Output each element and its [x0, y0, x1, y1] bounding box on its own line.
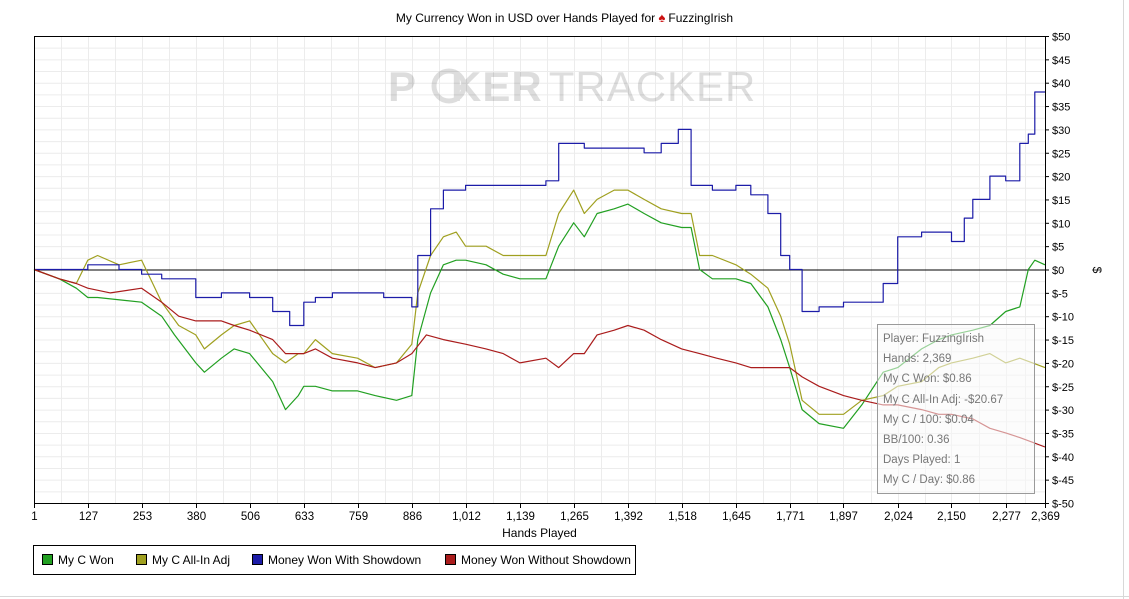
legend-item-my-c-won[interactable]: My C Won — [42, 553, 114, 567]
legend-swatch — [136, 554, 147, 565]
x-tick-label: 506 — [241, 511, 260, 523]
y-tick-label: $0 — [1052, 265, 1064, 277]
window-bottom-border — [0, 596, 1129, 597]
x-tick-label: 127 — [79, 511, 98, 523]
chart-title: My Currency Won in USD over Hands Played… — [0, 10, 1129, 25]
y-tick-label: $-45 — [1052, 475, 1074, 487]
window-right-border — [1123, 0, 1124, 599]
y-tick-label: $10 — [1052, 218, 1070, 230]
x-tick-label: 1,771 — [776, 511, 805, 523]
y-tick-label: $25 — [1052, 148, 1070, 160]
watermark-tracker: TRACKER — [549, 63, 757, 110]
y-tick-label: $50 — [1052, 32, 1070, 44]
tooltip-player: Player: FuzzingIrish — [883, 333, 984, 345]
y-tick-label: $-30 — [1052, 405, 1074, 417]
watermark-chip — [431, 68, 467, 104]
x-tick-label: 1,645 — [722, 511, 751, 523]
x-tick-label: 1,392 — [614, 511, 643, 523]
x-tick-label: 2,277 — [992, 511, 1021, 523]
y-tick-label: $30 — [1052, 125, 1070, 137]
x-tick-label: 633 — [295, 511, 314, 523]
y-tick-label: $5 — [1052, 242, 1064, 254]
tooltip-per-100: My C / 100: $0.04 — [883, 413, 974, 426]
chart-title-text: My Currency Won in USD over Hands Played… — [395, 11, 656, 25]
legend-label: My C All-In Adj — [152, 553, 231, 567]
tooltip-hands: Hands: 2,369 — [883, 353, 952, 366]
y-tick-label: $-35 — [1052, 428, 1074, 440]
watermark-ker: KER — [451, 63, 543, 110]
x-tick-label: 886 — [403, 511, 422, 523]
x-tick-label: 1,139 — [506, 511, 535, 523]
y-tick-label: $20 — [1052, 172, 1070, 184]
y-tick-label: $-5 — [1052, 288, 1068, 300]
x-tick-label: 1,897 — [829, 511, 858, 523]
y-axis-ticks: $50 $45 $40 $35 $30 $25 $20 $15 $10 $5 $0 $-5 $-10 $-… — [1045, 32, 1104, 511]
x-tick-label: 253 — [133, 511, 152, 523]
x-tick-label: 2,150 — [937, 511, 966, 523]
legend-label: Money Won Without Showdown — [461, 553, 631, 567]
legend-item-without-showdown[interactable]: Money Won Without Showdown — [445, 553, 631, 567]
y-tick-label: $45 — [1052, 55, 1070, 67]
x-tick-label: 1,012 — [452, 511, 481, 523]
x-tick-label: 2,024 — [884, 511, 913, 523]
pokertracker-watermark: P KER TRACKER — [388, 63, 756, 110]
tooltip-bb-100: BB/100: 0.36 — [883, 434, 950, 447]
legend-label: Money Won With Showdown — [268, 553, 422, 567]
tooltip-per-day: My C / Day: $0.86 — [883, 474, 976, 487]
watermark-text: P KER TRACKER — [388, 63, 756, 110]
x-tick-label: 759 — [349, 511, 368, 523]
y-tick-label: $35 — [1052, 102, 1070, 114]
x-tick-label: 380 — [187, 511, 206, 523]
y-tick-label: $-20 — [1052, 358, 1074, 370]
legend-swatch — [252, 554, 263, 565]
y-tick-label: $-40 — [1052, 452, 1074, 464]
y-tick-label: $-10 — [1052, 312, 1074, 324]
y-tick-label: $40 — [1052, 78, 1070, 90]
player-stats-tooltip: Player: FuzzingIrish Hands: 2,369 My C W… — [877, 324, 1035, 494]
y-tick-label: $-50 — [1052, 499, 1074, 511]
series-line-my-c-all-in-adj — [33, 189, 1046, 415]
y-tick-label: $-25 — [1052, 382, 1074, 394]
watermark-p: P — [388, 63, 417, 110]
x-tick-label: 2,369 — [1031, 511, 1060, 523]
x-tick-label: 1,518 — [668, 511, 697, 523]
x-tick-label: 1 — [31, 511, 37, 523]
legend-item-all-in-adj[interactable]: My C All-In Adj — [136, 553, 230, 567]
tooltip-days: Days Played: 1 — [883, 454, 961, 467]
tooltip-allin-adj: My C All-In Adj: -$20.67 — [883, 393, 1004, 406]
chart-legend: My C Won My C All-In Adj Money Won With … — [33, 545, 636, 575]
y-tick-label: $15 — [1052, 195, 1070, 207]
x-axis-ticks: 1 127 253 380 506 633 759 886 1,012 1,139 1,265 1,3… — [31, 503, 1060, 540]
legend-label: My C Won — [58, 553, 114, 567]
y-tick-label: $-15 — [1052, 335, 1074, 347]
x-tick-label: 1,265 — [560, 511, 589, 523]
spade-chip-icon: ♠ — [658, 10, 666, 25]
player-name: FuzzingIrish — [668, 11, 734, 25]
x-axis-label: Hands Played — [502, 526, 577, 540]
y-axis-label: $ — [1090, 267, 1104, 274]
tooltip-won: My C Won: $0.86 — [883, 373, 972, 386]
series-line-money-won-with-showdown — [34, 91, 1045, 327]
legend-swatch — [42, 554, 53, 565]
legend-swatch — [445, 554, 456, 565]
legend-item-with-showdown[interactable]: Money Won With Showdown — [252, 553, 421, 567]
